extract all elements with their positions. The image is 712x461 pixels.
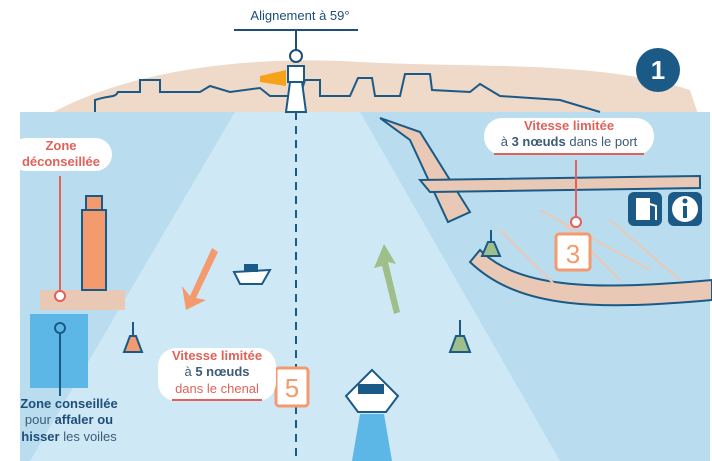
port-speed-detail: à 3 nœuds dans le port (500, 134, 638, 150)
coastline (40, 60, 700, 120)
skyline (94, 73, 601, 113)
channel-speed-detail: à 5 nœuds (184, 364, 250, 380)
tower-icon (81, 195, 107, 291)
boat-wake (352, 414, 392, 461)
arrow-icon (182, 248, 218, 310)
zone-discouraged-line1: Zone (45, 138, 77, 153)
boat-icon (344, 368, 400, 413)
boat-icon (232, 264, 272, 285)
speed-sign-channel (274, 366, 310, 408)
channel-speed-bubble: Vitesse limitée à 5 nœuds dans le chenal (158, 348, 276, 401)
port-quay (417, 174, 701, 194)
zone-discouraged-bubble: Zone déconseillée (10, 138, 112, 171)
channel-speed-title: Vitesse limitée (171, 348, 263, 363)
port-speed-bubble: Vitesse limitée à 3 nœuds dans le port (484, 118, 654, 155)
zone-discouraged-line2: déconseillée (21, 154, 101, 170)
port-jetty (379, 117, 472, 224)
lighthouse-icon (260, 65, 308, 113)
info-icon (668, 192, 702, 226)
fuel-pump-icon (628, 192, 662, 226)
buoy-icon (448, 320, 472, 353)
step-badge: 1 (636, 48, 680, 92)
arrow-icon (374, 244, 400, 314)
port-speed-title: Vitesse limitée (523, 118, 615, 133)
zone-recommended-label: Zone conseillée pour affaler ou hisser l… (4, 396, 134, 445)
buoy-icon (480, 230, 502, 257)
channel-speed-where: dans le chenal (175, 380, 259, 396)
buoy-icon (122, 322, 144, 353)
speed-sign-port (554, 232, 592, 272)
alignment-label: Alignement à 59° (250, 8, 350, 23)
speed-sign-port-value: 3 (566, 239, 580, 269)
pier-left (40, 290, 125, 310)
speed-sign-channel-value: 5 (285, 373, 299, 403)
zone-recommended-title: Zone conseillée (20, 396, 118, 411)
